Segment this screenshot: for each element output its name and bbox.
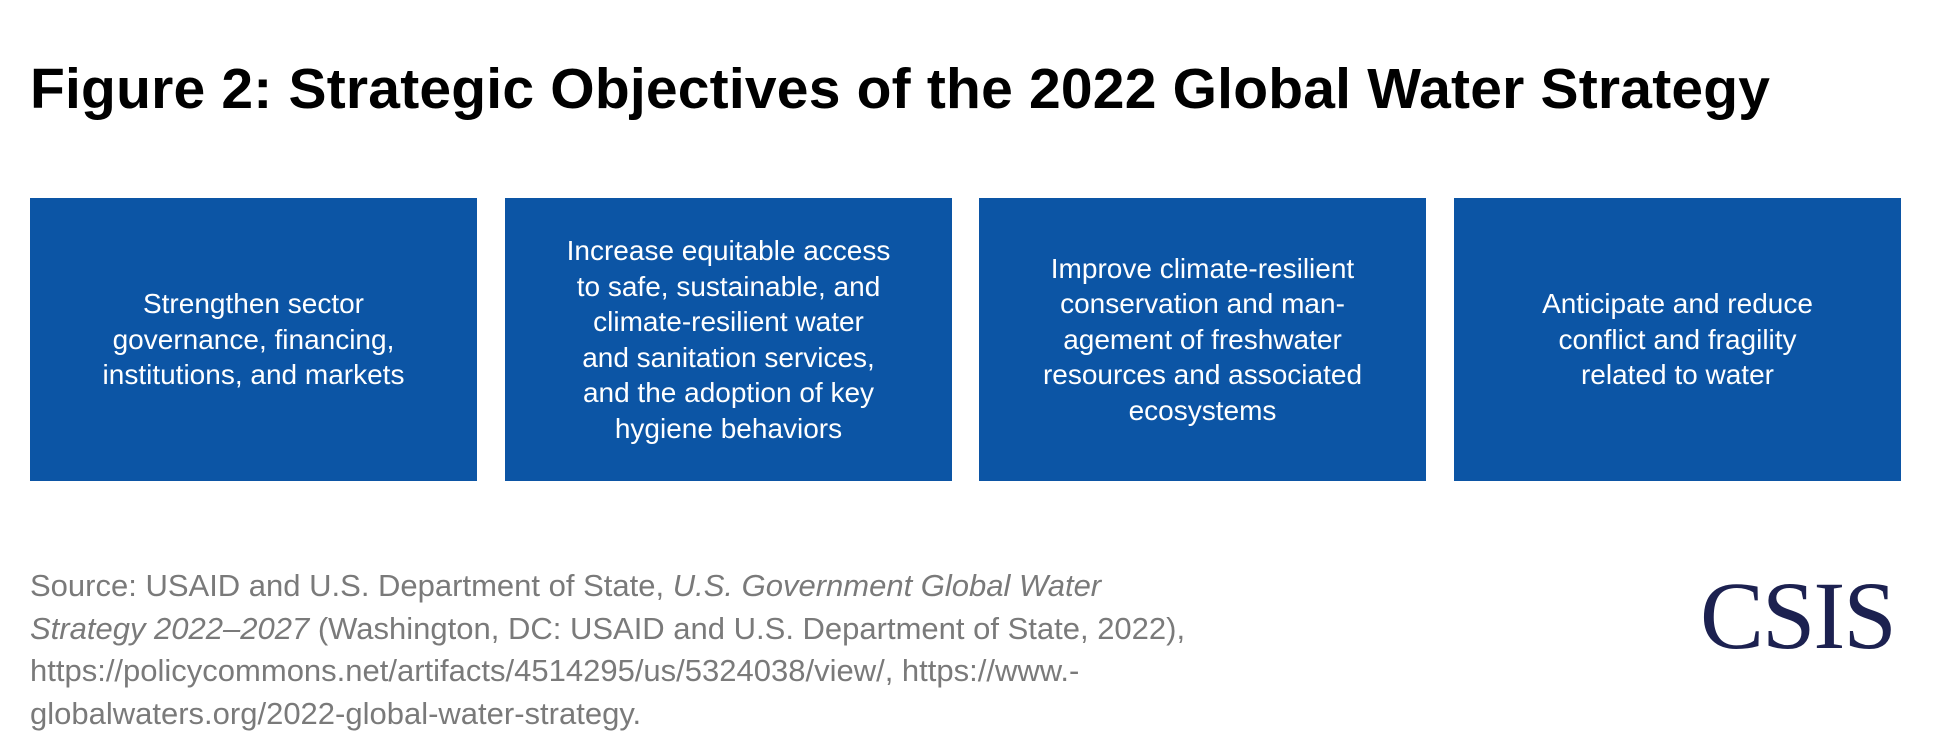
objective-text: Anticipate and reduce conflict and fragi… [1542, 288, 1813, 391]
source-line-1: Source: USAID and U.S. Department of Sta… [30, 565, 1410, 608]
figure-title: Figure 2: Strategic Objectives of the 20… [30, 57, 1771, 121]
objective-text: Improve climate-resilient conservation a… [1042, 252, 1363, 426]
source-prefix: Source: USAID and U.S. Department of Sta… [30, 568, 673, 603]
objective-box-governance: Strengthen sector governance, financing,… [30, 198, 477, 481]
objective-box-conflict: Anticipate and reduce conflict and fragi… [1454, 198, 1901, 481]
objective-text: Strengthen sector governance, financing,… [102, 288, 405, 391]
objective-box-access: Increase equitable access to safe, susta… [505, 198, 952, 481]
source-url-line-2[interactable]: globalwaters.org/2022-global-water-strat… [30, 695, 642, 731]
source-publisher: (Washington, DC: USAID and U.S. Departme… [309, 610, 1186, 646]
csis-logo: CSIS [1700, 562, 1897, 669]
objective-box-conservation: Improve climate-resilient conservation a… [979, 198, 1426, 481]
source-url-line-1[interactable]: https://policycommons.net/artifacts/4514… [30, 653, 1080, 688]
objective-text: Increase equitable access to safe, susta… [566, 235, 891, 444]
source-line-2: Strategy 2022–2027 (Washington, DC: USAI… [30, 608, 1410, 651]
source-note: Source: USAID and U.S. Department of Sta… [30, 565, 1410, 735]
objectives-row: Strengthen sector governance, financing,… [30, 198, 1902, 481]
source-title-part-1: U.S. Government Global Water [672, 568, 1102, 603]
source-title-part-2: Strategy 2022–2027 [30, 610, 310, 646]
